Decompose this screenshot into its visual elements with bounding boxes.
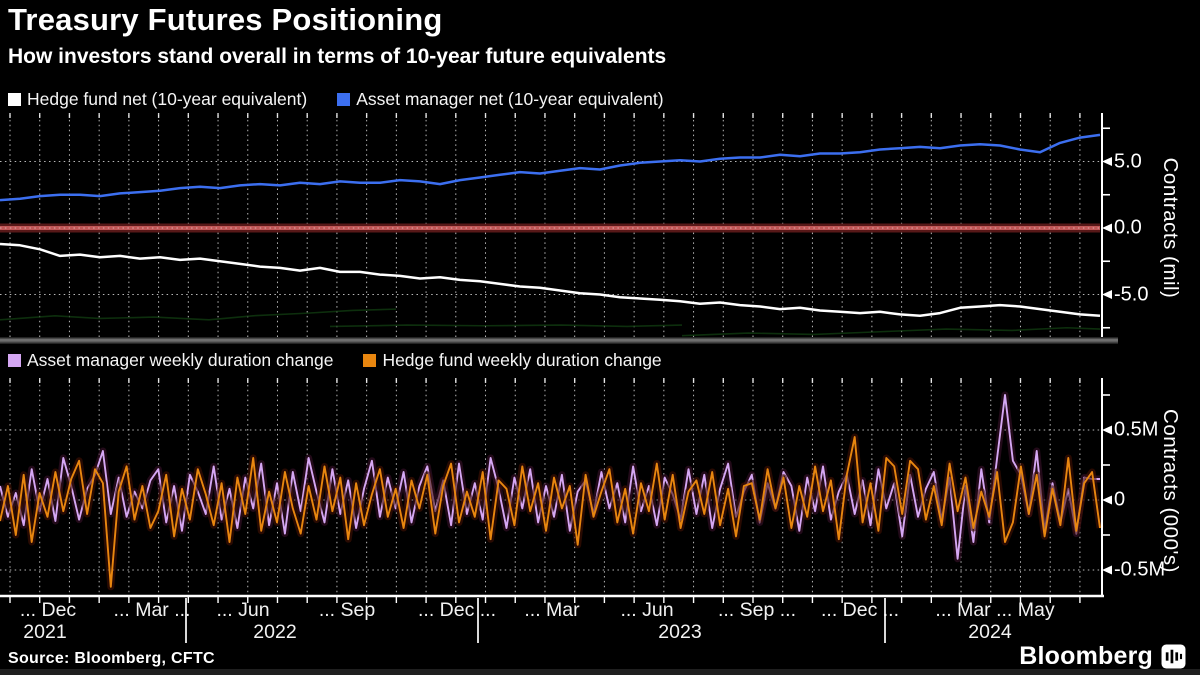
legend-label: Asset manager weekly duration change [27,349,334,370]
x-year-label: 2022 [253,621,297,643]
x-month-label: ... Jun [216,599,270,621]
x-month-label: ... Sep [318,599,376,621]
net-positions-y-axis-title: Contracts (mil) [1159,157,1182,299]
faint-trace [0,308,397,321]
year-separator [185,598,187,643]
hedge-fund-net-line [0,242,1101,318]
legend-label: Asset manager net (10-year equivalent) [356,88,664,109]
y-major-tick-arrow [1102,565,1112,575]
x-year-label: 2024 [968,621,1012,643]
x-month-label: ... Mar [524,599,580,621]
x-month-label: ... Dec ... [417,599,497,621]
y-major-tick-arrow [1102,495,1112,505]
legend-item-hedge-fund-net: Hedge fund net (10-year equivalent) [8,89,307,110]
x-month-label: ... Dec [19,599,77,621]
y-tick-label: 5.0 [1114,150,1142,172]
x-year-label: 2023 [658,621,702,643]
legend-net-positions: Hedge fund net (10-year equivalent) Asset… [8,89,664,109]
y-tick-label: 0.5M [1114,418,1159,441]
y-tick-label: 0 [1114,488,1126,511]
y-tick-label: -5.0 [1114,283,1149,305]
hedge-fund-weekly-line [0,436,1101,588]
y-tick-label: 0.0 [1114,216,1142,239]
legend-item-hedge-fund-weekly: Hedge fund weekly duration change [363,349,662,371]
y-major-tick-arrow [1102,223,1112,233]
chart-title: Treasury Futures Positioning [8,2,443,37]
legend-label: Hedge fund net (10-year equivalent) [27,88,308,109]
legend-item-asset-manager-net: Asset manager net (10-year equivalent) [337,88,664,110]
chart-subtitle: How investors stand overall in terms of … [8,45,667,68]
bloomberg-logo: Bloomberg [1019,642,1186,671]
legend-item-asset-manager-weekly: Asset manager weekly duration change [8,350,333,371]
y-tick-label: -0.5M [1114,558,1166,581]
x-month-label: ... Jun [620,599,674,621]
bloomberg-logo-icon [1161,644,1186,669]
legend-swatch-hedge-fund-net [8,92,21,106]
y-major-tick-arrow [1102,157,1112,166]
legend-weekly-duration: Asset manager weekly duration change Hedg… [8,350,662,370]
asset-manager-net-line [0,133,1101,202]
bloomberg-logo-text: Bloomberg [1019,642,1153,670]
net-positions-chart [0,113,1112,337]
x-month-label: ... Mar ... [113,599,191,621]
footer-strip [0,669,1200,675]
year-separator [477,598,479,643]
legend-swatch-asset-manager-weekly [8,353,21,367]
legend-swatch-asset-manager-net [337,92,351,106]
legend-label: Hedge fund weekly duration change [382,349,662,370]
panel-divider [0,337,1118,344]
x-month-label: ... Dec ... [820,599,900,621]
source-attribution: Source: Bloomberg, CFTC [8,650,215,667]
faint-trace [329,324,683,328]
x-month-label: ... Sep ... [717,599,797,621]
y-major-tick-arrow [1102,290,1112,299]
year-separator [884,598,886,643]
y-major-tick-arrow [1102,425,1112,435]
weekly-duration-chart [0,378,1112,603]
weekly-duration-y-axis-title: Contracts (000's) [1159,409,1182,573]
legend-swatch-hedge-fund-weekly [363,353,377,367]
faint-trace [681,326,1101,337]
x-month-label: ... Mar ... May [935,599,1055,621]
x-year-label: 2021 [23,621,67,643]
